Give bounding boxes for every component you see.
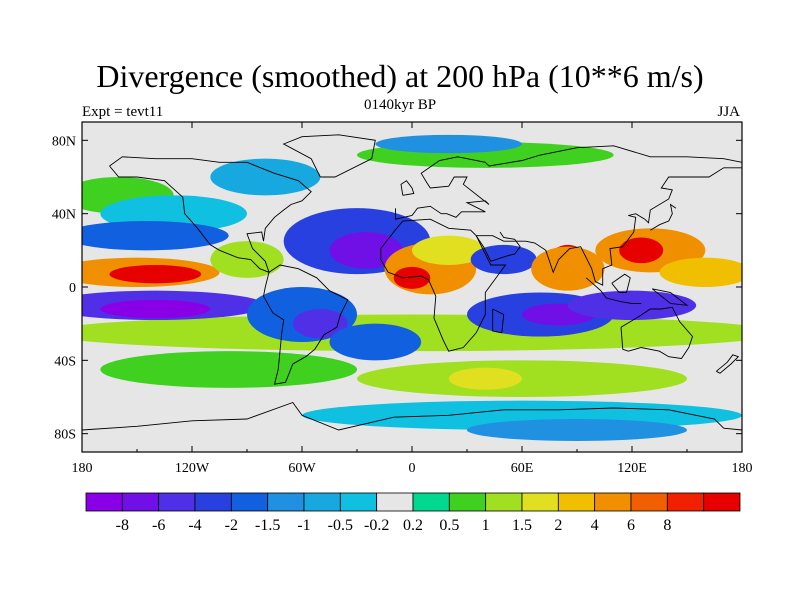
coastline-australia xyxy=(620,306,694,359)
colorbar-swatch xyxy=(267,492,305,512)
coastline-japan xyxy=(650,203,677,231)
colorbar-swatch xyxy=(376,492,414,512)
colorbar-swatch xyxy=(230,492,269,512)
y-tick-label: 40N xyxy=(52,208,76,223)
colorbar-swatch xyxy=(194,492,232,512)
coastline-new-zealand xyxy=(716,354,740,374)
coastline-new-guinea xyxy=(651,288,689,306)
field-pacific-divergence-red xyxy=(109,265,202,284)
chart-title: Divergence (smoothed) at 200 hPa (10**6 … xyxy=(96,58,704,94)
x-tick-label: 0 xyxy=(409,461,416,476)
y-tick-label: 40S xyxy=(54,354,76,369)
axis-ticks: 180 120W 60W 0 60E 120E 180 80N 40N 0 40S 80S xyxy=(52,122,753,476)
colorbar-swatch xyxy=(158,492,196,512)
colorbar-swatch xyxy=(85,492,123,512)
x-tick-label: 120W xyxy=(175,461,210,476)
coastline-asia-south xyxy=(476,167,742,286)
colorbar-label: -4 xyxy=(188,517,201,534)
coastlines xyxy=(82,134,742,431)
coastline-north-america xyxy=(109,156,312,274)
season-label: JJA xyxy=(717,104,740,120)
field-subtrop-pacific-blue xyxy=(82,221,229,251)
coastline-indonesia xyxy=(585,277,642,304)
coastline-madagascar xyxy=(492,308,505,334)
field-se-pacific-orange xyxy=(659,257,742,287)
y-tick-label: 80N xyxy=(52,134,76,149)
colorbar-label: -8 xyxy=(116,517,129,534)
coastline-arabia xyxy=(475,231,521,262)
colorbar-label: -1.5 xyxy=(255,517,280,534)
colorbar-swatch xyxy=(594,492,632,512)
field-antarctic-blue xyxy=(467,419,687,441)
colorbar-label: 8 xyxy=(663,517,671,534)
colorbar-label: 0.5 xyxy=(439,517,459,534)
colorbar-swatch xyxy=(339,492,378,512)
field-na-cyan xyxy=(210,158,321,196)
colorbar-label: 4 xyxy=(591,517,599,534)
colorbar-swatch xyxy=(666,492,705,512)
field-sa-darkblue xyxy=(292,309,348,339)
field-southern-ocean-yellow xyxy=(448,367,522,390)
colorbar-label: -2 xyxy=(225,517,238,534)
field-north-atl-darkblue xyxy=(329,232,403,269)
experiment-label: Expt = tevt11 xyxy=(82,104,164,120)
colorbar-label: -0.5 xyxy=(328,517,353,534)
y-tick-label: 80S xyxy=(54,428,76,443)
x-tick-label: 120E xyxy=(617,461,647,476)
colorbar-label: 0.2 xyxy=(403,517,423,534)
colorbar-label: -6 xyxy=(152,517,165,534)
colorbar: -8 -6 -4 -2 -1.5 -1 -0.5 -0.2 0.2 0.5 1 1.5 2 4 6 8 xyxy=(85,492,741,534)
field-arabia-blue xyxy=(470,244,537,275)
field-mid-lat-south-green xyxy=(100,351,357,388)
x-tick-label: 180 xyxy=(72,461,93,476)
colorbar-label: -0.2 xyxy=(364,517,389,534)
colorbar-swatch xyxy=(521,492,559,512)
colorbar-label: -1 xyxy=(297,517,310,534)
field-south-atl-blue xyxy=(329,323,422,361)
field-africa-yellow xyxy=(412,235,486,265)
colorbar-swatch xyxy=(630,492,668,512)
colorbar-swatch xyxy=(485,492,523,512)
coastline-africa xyxy=(380,218,507,352)
field-equatorial-pacific-purple xyxy=(100,299,211,319)
colorbar-swatch xyxy=(448,492,487,512)
coastline-antarctica xyxy=(82,401,742,431)
y-tick-label: 0 xyxy=(69,281,76,296)
colorbar-label: 2 xyxy=(554,517,562,534)
x-tick-label: 60W xyxy=(288,461,316,476)
coastline-uk xyxy=(400,180,415,196)
field-central-america-green xyxy=(210,241,284,278)
coastline-borneo xyxy=(611,273,631,293)
colorbar-swatch xyxy=(121,492,160,512)
field-africa-red xyxy=(393,266,431,289)
coastline-europe xyxy=(395,145,742,220)
x-tick-label: 180 xyxy=(732,461,753,476)
field-east-asia-red xyxy=(619,237,664,264)
divergence-field xyxy=(82,134,742,441)
colorbar-swatch xyxy=(703,492,741,512)
colorbar-swatch xyxy=(303,492,341,512)
colorbar-swatch xyxy=(412,492,450,512)
colorbar-label: 6 xyxy=(627,517,635,534)
colorbar-label: 1.5 xyxy=(512,517,532,534)
period-label: 0140kyr BP xyxy=(363,97,437,113)
field-arctic-blue xyxy=(375,134,522,154)
colorbar-label: 1 xyxy=(482,517,490,534)
colorbar-swatch xyxy=(557,492,596,512)
coastline-south-america xyxy=(263,264,349,385)
coastline-greenland xyxy=(282,134,376,178)
x-tick-label: 60E xyxy=(511,461,534,476)
